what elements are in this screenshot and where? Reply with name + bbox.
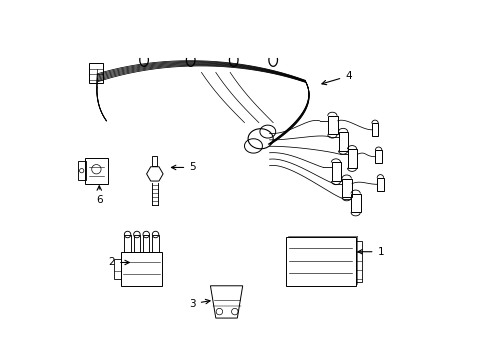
- Bar: [152, 156, 157, 166]
- Text: 4: 4: [321, 71, 351, 85]
- Bar: [124, 234, 131, 252]
- Bar: [152, 234, 159, 252]
- Text: 5: 5: [171, 162, 195, 172]
- Bar: [142, 234, 149, 252]
- Bar: [121, 252, 162, 286]
- Text: 6: 6: [96, 186, 102, 205]
- Bar: [351, 194, 360, 212]
- Text: 2: 2: [108, 257, 129, 267]
- Text: 1: 1: [357, 247, 383, 257]
- Bar: [133, 234, 140, 252]
- Bar: [375, 150, 381, 163]
- Bar: [78, 161, 85, 180]
- Bar: [376, 178, 383, 191]
- Bar: [327, 116, 337, 134]
- Bar: [371, 123, 378, 136]
- Bar: [88, 63, 102, 83]
- Text: 3: 3: [189, 299, 210, 309]
- Bar: [331, 162, 341, 181]
- Bar: [342, 179, 351, 197]
- Bar: [85, 158, 107, 184]
- Bar: [338, 132, 348, 150]
- Bar: [355, 241, 362, 282]
- Bar: [113, 259, 121, 279]
- Bar: [285, 237, 355, 286]
- Bar: [347, 149, 357, 168]
